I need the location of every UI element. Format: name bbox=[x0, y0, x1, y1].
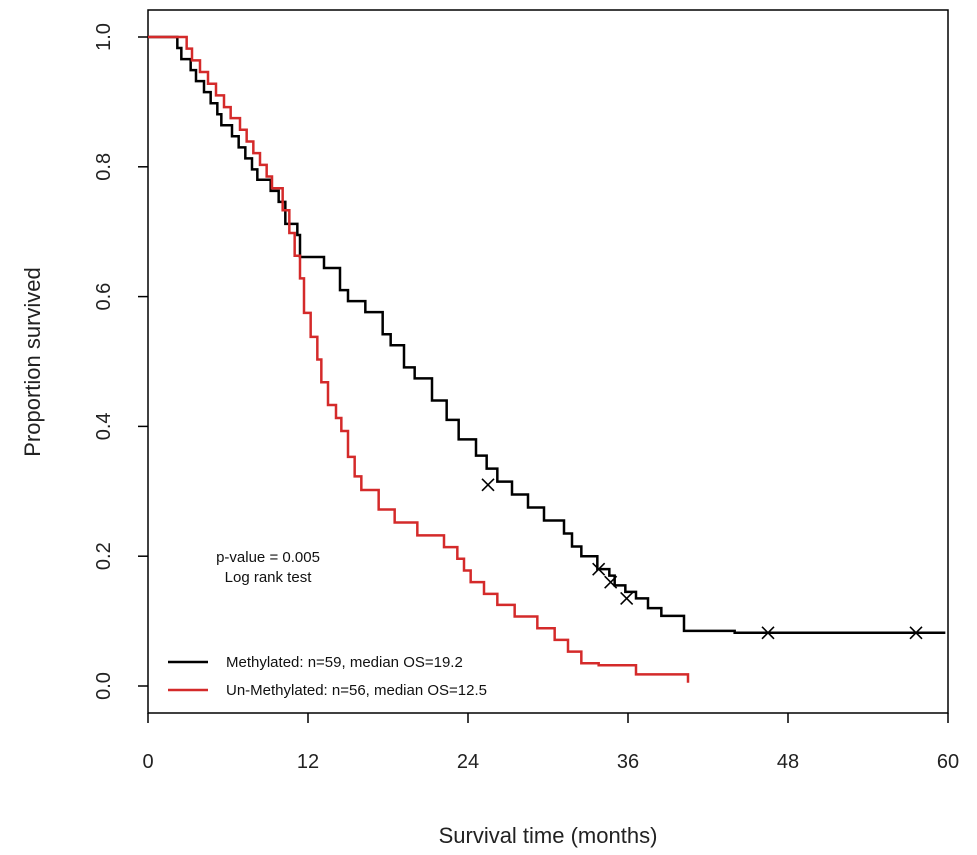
y-tick-label: 0.0 bbox=[93, 672, 115, 700]
y-axis: 0.0 0.2 0.4 0.6 0.8 1.0 bbox=[93, 23, 148, 700]
series-line-methylated bbox=[148, 35, 946, 635]
censor-marker bbox=[620, 591, 634, 605]
x-tick-label: 36 bbox=[617, 751, 639, 773]
x-tick-label: 24 bbox=[457, 751, 479, 773]
y-tick-label: 1.0 bbox=[93, 23, 115, 51]
y-tick-label: 0.6 bbox=[93, 283, 115, 311]
censor-marker bbox=[909, 626, 923, 640]
censor-marker bbox=[604, 575, 618, 589]
x-tick-label: 0 bbox=[142, 751, 153, 773]
x-axis-title: Survival time (months) bbox=[439, 823, 658, 848]
y-tick-label: 0.4 bbox=[93, 412, 115, 440]
y-tick-label: 0.8 bbox=[93, 153, 115, 181]
y-tick-label: 0.2 bbox=[93, 542, 115, 570]
censor-markers bbox=[481, 478, 923, 640]
x-tick-label: 60 bbox=[937, 751, 959, 773]
series-layer bbox=[148, 35, 946, 683]
legend-label-methylated: Methylated: n=59, median OS=19.2 bbox=[226, 654, 463, 671]
plot-frame bbox=[147, 9, 949, 714]
censor-marker bbox=[592, 562, 606, 576]
series-line-unmethylated bbox=[148, 35, 690, 683]
p-value-annotation: p-value = 0.005 bbox=[216, 549, 320, 566]
legend-label-unmethylated: Un-Methylated: n=56, median OS=12.5 bbox=[226, 682, 487, 699]
x-axis: 0 12 24 36 48 60 bbox=[142, 713, 959, 773]
censor-marker bbox=[761, 626, 775, 640]
y-axis-title: Proportion survived bbox=[20, 267, 45, 457]
legend: Methylated: n=59, median OS=19.2 Un-Meth… bbox=[168, 654, 487, 699]
censor-marker bbox=[481, 478, 495, 492]
x-tick-label: 48 bbox=[777, 751, 799, 773]
x-tick-label: 12 bbox=[297, 751, 319, 773]
test-name-annotation: Log rank test bbox=[225, 569, 313, 586]
